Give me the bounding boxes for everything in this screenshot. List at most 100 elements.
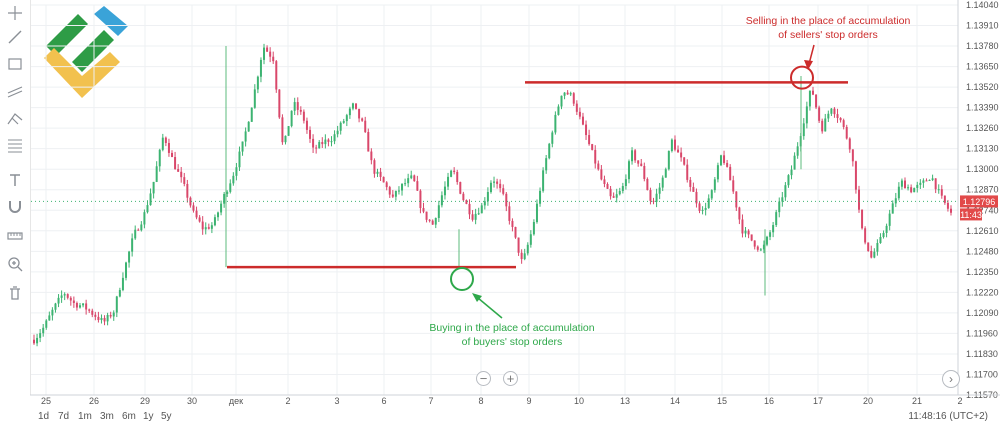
candle-body xyxy=(294,102,296,111)
range-3m[interactable]: 3m xyxy=(100,411,114,422)
candle-body xyxy=(153,182,155,194)
x-tick-label: 15 xyxy=(717,396,727,406)
candle-body xyxy=(616,194,618,198)
range-7d[interactable]: 7d xyxy=(58,411,69,422)
candle-body xyxy=(269,52,271,57)
candle-body xyxy=(137,230,139,231)
candle-body xyxy=(441,195,443,205)
range-1m[interactable]: 1m xyxy=(78,411,92,422)
x-tick-label: 2 xyxy=(957,396,962,406)
candle-body xyxy=(186,184,188,198)
candle-body xyxy=(548,144,550,158)
candle-body xyxy=(33,340,35,344)
candle-body xyxy=(570,93,572,94)
candle-body xyxy=(910,187,912,192)
candle-body xyxy=(398,191,400,192)
candle-body xyxy=(702,210,704,211)
candle-body xyxy=(419,191,421,208)
candle-body xyxy=(726,163,728,167)
range-1d[interactable]: 1d xyxy=(38,411,49,422)
candle-body xyxy=(898,187,900,199)
x-tick-label: 10 xyxy=(574,396,584,406)
candle-body xyxy=(54,304,56,310)
y-tick-label: 1.12870 xyxy=(966,185,999,195)
y-tick-label: 1.11960 xyxy=(966,328,998,338)
x-tick-label: 26 xyxy=(89,396,99,406)
y-tick-label: 1.13520 xyxy=(966,82,999,92)
candle-body xyxy=(349,109,351,116)
sell-annotation-text: of sellers' stop orders xyxy=(778,29,877,41)
candle-body xyxy=(330,141,332,142)
candle-body xyxy=(619,191,621,194)
x-tick-label: 16 xyxy=(764,396,774,406)
candle-body xyxy=(146,205,148,212)
candle-body xyxy=(300,110,302,112)
candle-body xyxy=(496,182,498,184)
candle-body xyxy=(904,181,906,189)
candle-body xyxy=(91,311,93,315)
candle-body xyxy=(686,165,688,180)
candle-body xyxy=(450,171,452,177)
candle-body xyxy=(876,243,878,252)
candle-body xyxy=(527,245,529,254)
candle-body xyxy=(843,120,845,127)
candle-body xyxy=(769,232,771,237)
candle-body xyxy=(680,153,682,158)
y-tick-label: 1.12090 xyxy=(966,308,999,318)
range-1y[interactable]: 1y xyxy=(143,411,154,422)
x-tick-label: 30 xyxy=(187,396,197,406)
buy-circle xyxy=(451,268,473,290)
candle-body xyxy=(879,237,881,243)
candle-body xyxy=(944,196,946,203)
candle-body xyxy=(162,138,164,150)
candle-body xyxy=(51,310,53,316)
range-6m[interactable]: 6m xyxy=(122,411,136,422)
candle-body xyxy=(116,296,118,312)
candle-body xyxy=(119,290,121,296)
zoom-in-button[interactable]: + xyxy=(503,371,518,386)
candle-body xyxy=(272,57,274,61)
candle-body xyxy=(490,183,492,192)
candle-body xyxy=(107,315,109,321)
candle-body xyxy=(226,192,228,194)
candle-body xyxy=(337,131,339,134)
y-tick-label: 1.12220 xyxy=(966,287,999,297)
candle-body xyxy=(192,205,194,210)
x-tick-label: 13 xyxy=(620,396,630,406)
candle-body xyxy=(67,294,69,298)
candle-body xyxy=(444,187,446,196)
candle-body xyxy=(472,214,474,220)
candle-body xyxy=(404,183,406,184)
candle-body xyxy=(738,207,740,219)
candle-body xyxy=(622,186,624,191)
candle-body xyxy=(462,194,464,200)
candle-body xyxy=(631,150,633,161)
clock: 11:48:16 (UTC+2) xyxy=(908,411,988,422)
candle-body xyxy=(180,172,182,177)
sell-circle xyxy=(791,67,813,89)
price-chart[interactable]: Selling in the place of accumulation of s… xyxy=(0,0,1000,408)
x-tick-label: дек xyxy=(229,396,243,406)
candle-body xyxy=(640,164,642,166)
y-tick-label: 1.13000 xyxy=(966,164,999,174)
candle-body xyxy=(708,198,710,208)
candle-body xyxy=(64,294,66,295)
scroll-right-button[interactable]: › xyxy=(942,370,960,388)
candle-body xyxy=(392,195,394,197)
candle-body xyxy=(634,150,636,160)
range-5y[interactable]: 5y xyxy=(161,411,172,422)
candle-body xyxy=(518,238,520,253)
candle-body xyxy=(376,172,378,174)
candle-body xyxy=(97,317,99,320)
candle-body xyxy=(846,127,848,139)
candle-body xyxy=(913,188,915,192)
candle-body xyxy=(662,178,664,188)
candle-body xyxy=(202,222,204,230)
candle-body xyxy=(36,338,38,343)
candle-body xyxy=(557,107,559,115)
candle-body xyxy=(113,313,115,317)
candle-body xyxy=(238,152,240,168)
candle-body xyxy=(873,252,875,258)
zoom-out-button[interactable]: − xyxy=(476,371,491,386)
candle-body xyxy=(407,178,409,183)
